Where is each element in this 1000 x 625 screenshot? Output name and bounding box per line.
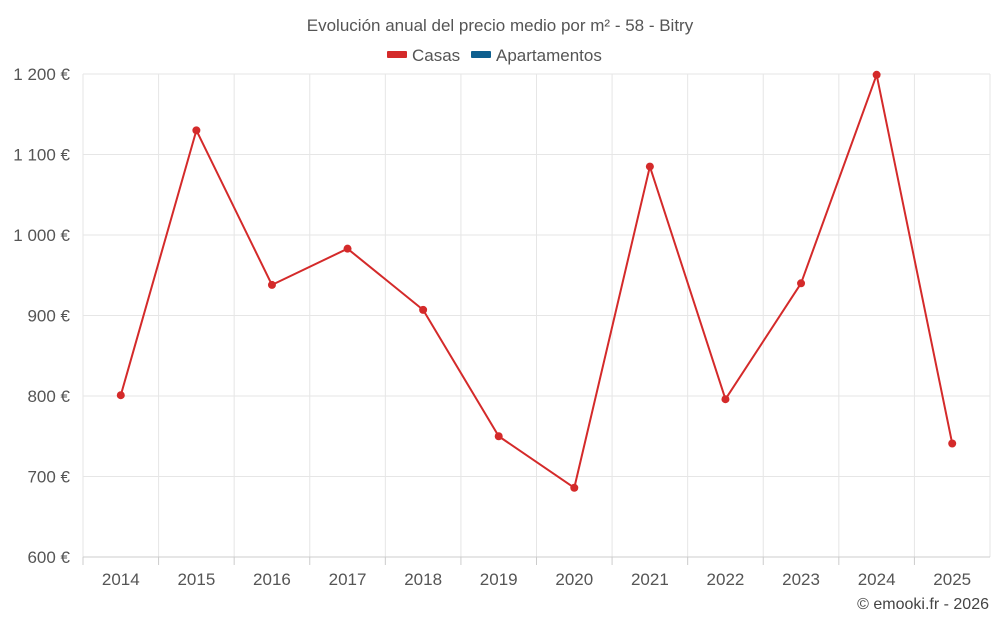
legend-swatch-apartamentos (471, 51, 491, 58)
data-point (721, 395, 730, 404)
x-tick-label: 2015 (177, 570, 215, 589)
legend-swatch-casas (387, 51, 407, 58)
data-point (872, 70, 881, 79)
data-point (116, 391, 125, 400)
x-tick-label: 2018 (404, 570, 442, 589)
data-point (570, 483, 579, 492)
x-tick-label: 2025 (933, 570, 971, 589)
x-axis-ticks (82, 557, 915, 565)
legend-item-casas[interactable]: Casas (387, 46, 460, 65)
x-tick-label: 2019 (480, 570, 518, 589)
x-tick-label: 2020 (555, 570, 593, 589)
series-line (119, 73, 954, 489)
legend-label-apartamentos: Apartamentos (496, 46, 602, 65)
x-tick-label: 2022 (707, 570, 745, 589)
y-tick-label: 1 100 € (13, 146, 70, 165)
data-point (419, 305, 428, 314)
data-point (494, 432, 503, 441)
credit-text: © emooki.fr - 2026 (857, 596, 989, 613)
data-point (797, 279, 806, 288)
data-point (948, 439, 957, 448)
y-tick-label: 800 € (27, 387, 70, 406)
data-point (645, 162, 654, 171)
y-tick-label: 600 € (27, 548, 70, 567)
chart-title: Evolución anual del precio medio por m² … (307, 16, 694, 35)
y-tick-label: 900 € (27, 307, 70, 326)
data-point (192, 126, 201, 135)
legend: Casas Apartamentos (387, 46, 602, 65)
y-tick-label: 1 200 € (13, 65, 70, 84)
series-casas (116, 70, 957, 492)
x-tick-label: 2024 (858, 570, 896, 589)
legend-item-apartamentos[interactable]: Apartamentos (471, 46, 602, 65)
x-gridlines (82, 74, 991, 557)
y-axis-labels: 600 € 700 € 800 € 900 € 1 000 € 1 100 € 1 200 … (13, 65, 70, 567)
x-tick-label: 2016 (253, 570, 291, 589)
legend-label-casas: Casas (412, 46, 460, 65)
x-axis-labels: 2014 2015 2016 2017 2018 2019 2020 2021 2022 2023… (102, 570, 971, 589)
x-tick-label: 2014 (102, 570, 140, 589)
y-tick-label: 1 000 € (13, 226, 70, 245)
y-tick-label: 700 € (27, 468, 70, 487)
x-tick-label: 2017 (329, 570, 367, 589)
x-tick-label: 2021 (631, 570, 669, 589)
data-point (343, 244, 352, 253)
x-tick-label: 2023 (782, 570, 820, 589)
data-point (267, 280, 276, 289)
